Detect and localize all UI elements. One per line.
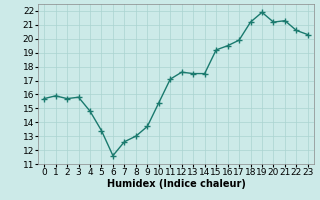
- X-axis label: Humidex (Indice chaleur): Humidex (Indice chaleur): [107, 179, 245, 189]
